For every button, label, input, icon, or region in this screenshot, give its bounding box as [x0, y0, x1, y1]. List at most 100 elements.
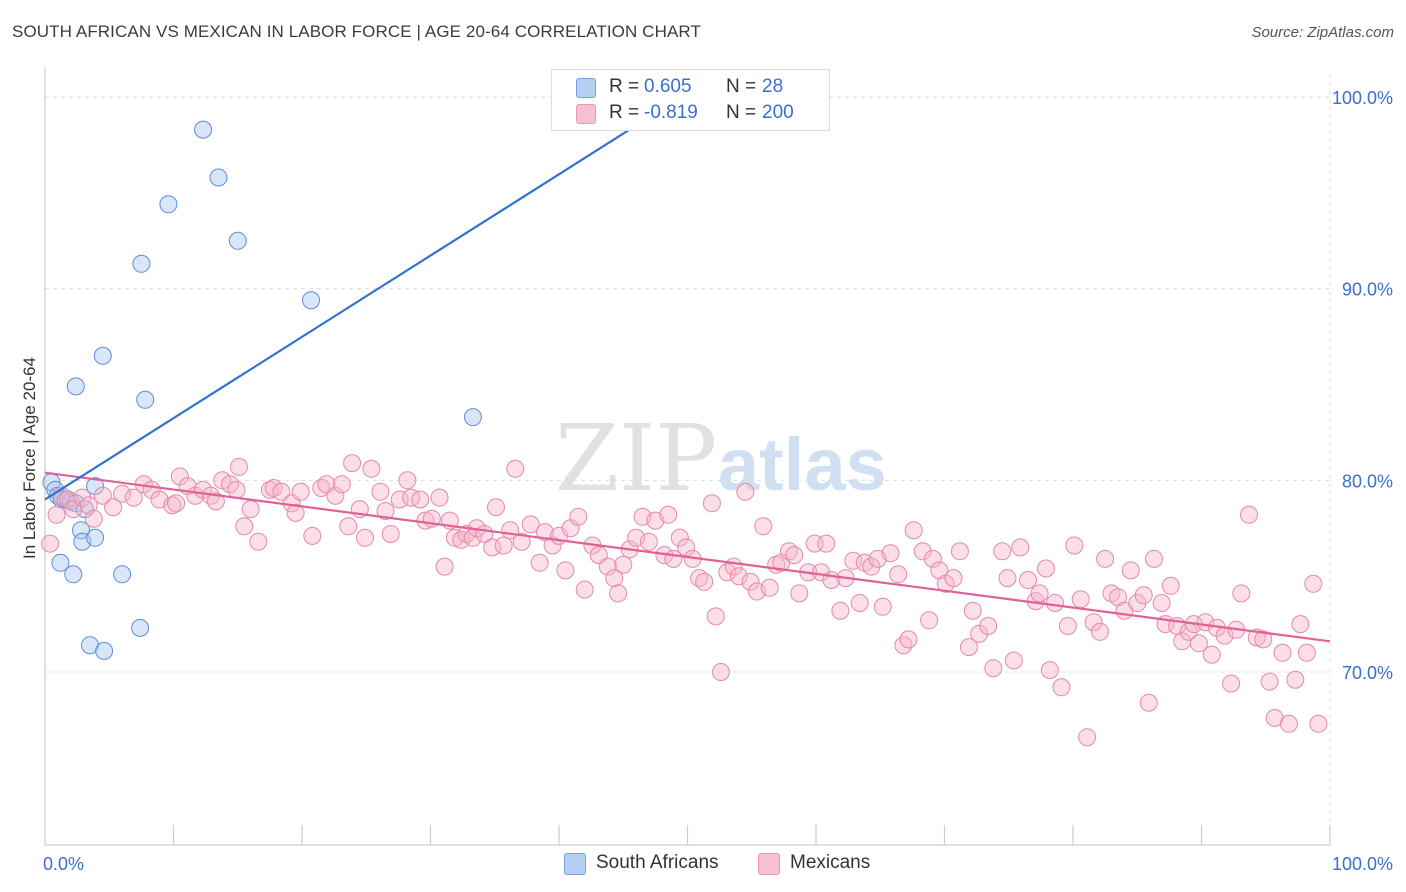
mexicans-point [73, 488, 92, 507]
watermark-zip: ZIP [555, 405, 717, 512]
n-value: 200 [762, 102, 794, 123]
mexicans-point [452, 530, 471, 549]
trend-lines [44, 96, 1331, 643]
south-africans-point [132, 254, 151, 273]
mexicans-point [711, 663, 730, 681]
stats-row-south-africans: R = 0.605 N = 28 [552, 74, 829, 100]
mexicans-point [1004, 651, 1023, 670]
mexicans-point [741, 572, 760, 591]
mexicans-point [873, 597, 892, 616]
y-tick-label: 90.0% [1342, 280, 1393, 300]
south-africans-point [113, 565, 132, 584]
south-africans-point [209, 168, 228, 187]
mexicans-point [1011, 538, 1030, 557]
mexicans-point [170, 467, 189, 486]
mexicans-point [920, 611, 939, 630]
mexicans-point [812, 563, 831, 582]
watermark: ZIP atlas [555, 405, 887, 512]
mexicans-point [1030, 584, 1049, 603]
south-africans-swatch [576, 78, 596, 98]
mexicans-point [430, 488, 449, 507]
mexicans-point [899, 630, 918, 649]
n-label: N = [726, 102, 757, 123]
y-tick-label: 70.0% [1342, 663, 1393, 683]
mexicans-point [272, 482, 291, 501]
mexicans-point [605, 569, 624, 588]
south-africans-point [194, 120, 213, 139]
mexicans-point [1091, 622, 1109, 641]
mexicans-point [1189, 634, 1208, 653]
mexicans-point [979, 617, 998, 635]
mexicans-point [963, 601, 982, 620]
mexicans-point [530, 553, 549, 572]
n-label: N = [726, 76, 757, 97]
mexicans-point [844, 551, 863, 570]
y-tick-label: 100.0% [1332, 88, 1393, 108]
mexicans-point [998, 569, 1017, 588]
mexicans-point [736, 482, 755, 501]
y-tick-label: 80.0% [1342, 471, 1393, 491]
mexicans-point [1134, 586, 1153, 605]
mexicans-point [104, 498, 123, 517]
mexicans-point [1254, 630, 1273, 649]
south-africans-point [64, 565, 83, 584]
mexicans-point [862, 557, 881, 576]
mexicans-point [343, 454, 362, 473]
south-africans-point [86, 528, 105, 547]
mexicans-point [1304, 574, 1323, 593]
mexicans-point [435, 557, 454, 576]
mexicans-point [402, 488, 421, 507]
mexicans-point [332, 475, 351, 494]
y-axis-label: In Labor Force | Age 20-64 [20, 357, 39, 559]
mexicans-point [1139, 693, 1158, 712]
stats-legend: R = 0.605 N = 28 R = -0.819 N = 200 [551, 69, 830, 131]
mexicans-point [249, 532, 268, 551]
mexicans-point [831, 601, 850, 620]
mexicans-point [381, 525, 400, 543]
mexicans-point [535, 523, 554, 542]
mexicans-point [609, 584, 628, 603]
mexicans-point [913, 542, 932, 561]
mexicans-point [894, 636, 913, 655]
mexicans-point [984, 659, 1003, 678]
mexicans-point [923, 549, 942, 568]
mexicans-point [47, 505, 66, 524]
mexicans-point [1128, 594, 1147, 612]
mexicans-point [398, 471, 417, 490]
mexicans-point [1161, 576, 1180, 595]
mexicans-point [785, 546, 804, 565]
watermark-atlas: atlas [718, 423, 887, 506]
r-label: R = [609, 76, 640, 97]
mexicans-point [1273, 643, 1292, 662]
mexicans-point [1046, 594, 1064, 612]
mexicans-point [706, 607, 725, 626]
south-africans-point [463, 408, 482, 427]
south-africans-point [302, 291, 320, 310]
mexicans-point [230, 457, 248, 476]
n-value: 28 [762, 76, 784, 97]
mexicans-point [993, 542, 1012, 561]
mexicans-point [445, 528, 464, 547]
mexicans-point [754, 517, 773, 536]
mexicans-point [575, 580, 594, 599]
stats-row-mexicans: R = -0.819 N = 200 [552, 100, 829, 126]
r-label: R = [609, 102, 640, 123]
south-africans-point [86, 477, 105, 496]
south-africans-swatch [564, 853, 586, 875]
mexicans-point [1096, 549, 1115, 568]
mexicans-point [339, 517, 358, 536]
mexicans-point [944, 569, 963, 588]
series-mexicans [41, 454, 1328, 747]
mexicans-point [93, 486, 112, 505]
south-africans-point [131, 618, 150, 637]
mexicans-point [569, 507, 588, 526]
mexicans-point [113, 484, 132, 503]
mexicans-point [1071, 590, 1090, 609]
mexicans-point [411, 490, 430, 509]
mexicans-trend-line [44, 471, 1331, 643]
mexicans-point [59, 490, 78, 509]
mexicans-point [1291, 615, 1310, 634]
mexicans-point [695, 572, 714, 591]
mexicans-point [79, 496, 98, 515]
